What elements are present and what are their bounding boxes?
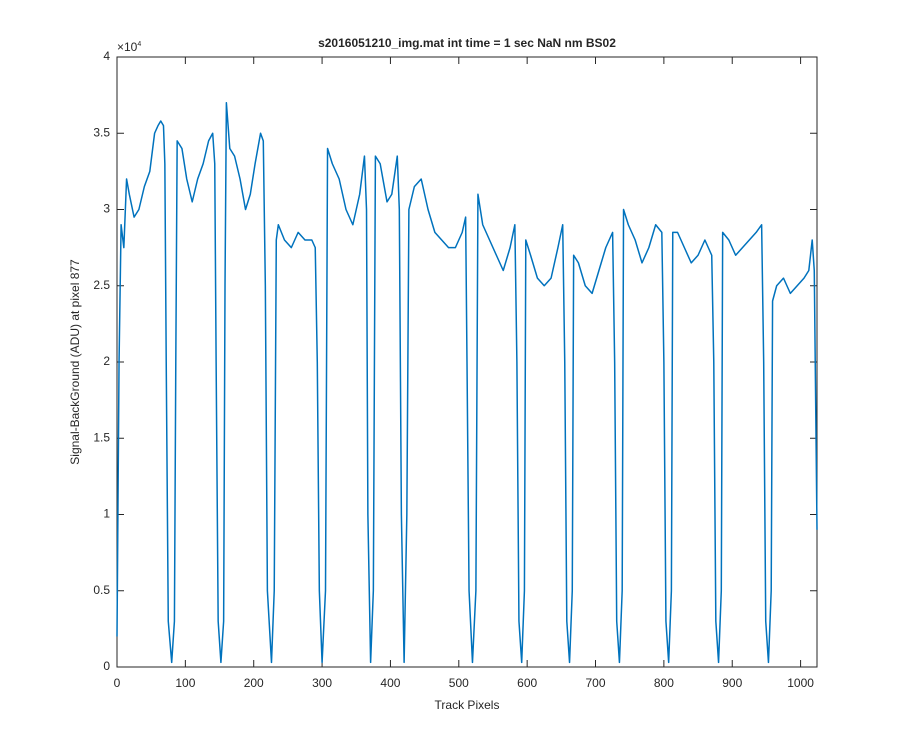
- x-tick-label: 400: [380, 676, 400, 690]
- y-tick-label: 4: [103, 49, 110, 63]
- y-tick-label: 2.5: [93, 278, 110, 292]
- x-tick-label: 100: [175, 676, 195, 690]
- x-tick-label: 600: [517, 676, 537, 690]
- y-tick-label: 3: [103, 202, 110, 216]
- x-tick-label: 300: [312, 676, 332, 690]
- y-tick-label: 3.5: [93, 125, 110, 139]
- y-multiplier-base: ×10: [117, 40, 138, 54]
- x-tick-label: 0: [114, 676, 121, 690]
- chart-title: s2016051210_img.mat int time = 1 sec NaN…: [318, 36, 616, 50]
- y-tick-label: 1: [103, 507, 110, 521]
- y-multiplier-exponent: 4: [137, 41, 141, 48]
- x-tick-label: 200: [244, 676, 264, 690]
- x-tick-label: 900: [722, 676, 742, 690]
- x-tick-label: 500: [449, 676, 469, 690]
- y-multiplier: ×104: [117, 40, 141, 54]
- y-tick-label: 2: [103, 354, 110, 368]
- x-tick-label: 800: [654, 676, 674, 690]
- signal-line: [116, 102, 818, 664]
- x-axis-label: Track Pixels: [435, 698, 500, 712]
- y-tick-label: 0: [103, 659, 110, 673]
- y-tick-label: 1.5: [93, 430, 110, 444]
- x-tick-label: 1000: [787, 676, 814, 690]
- x-tick-label: 700: [586, 676, 606, 690]
- y-axis-label: Signal-BackGround (ADU) at pixel 877: [68, 259, 82, 465]
- y-tick-label: 0.5: [93, 583, 110, 597]
